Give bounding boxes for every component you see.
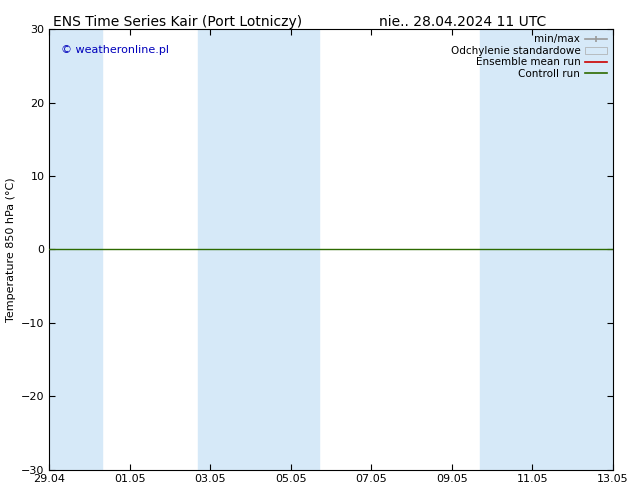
Text: ENS Time Series Kair (Port Lotniczy): ENS Time Series Kair (Port Lotniczy) — [53, 15, 302, 29]
Text: © weatheronline.pl: © weatheronline.pl — [61, 45, 169, 54]
Bar — [198, 29, 319, 469]
Legend: min/max, Odchylenie standardowe, Ensemble mean run, Controll run: min/max, Odchylenie standardowe, Ensembl… — [448, 32, 609, 81]
Text: nie.. 28.04.2024 11 UTC: nie.. 28.04.2024 11 UTC — [379, 15, 547, 29]
Bar — [480, 29, 612, 469]
Y-axis label: Temperature 850 hPa (°C): Temperature 850 hPa (°C) — [6, 177, 16, 321]
Bar — [49, 29, 102, 469]
